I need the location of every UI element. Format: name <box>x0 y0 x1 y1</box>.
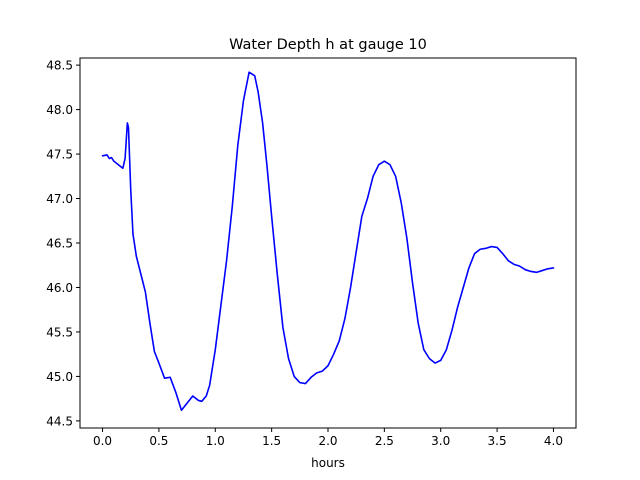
y-tick-label: 46.0 <box>46 281 73 295</box>
y-tick-label: 45.5 <box>46 325 73 339</box>
x-tick-label: 2.0 <box>318 434 337 448</box>
y-tick-label: 48.5 <box>46 59 73 73</box>
y-tick-label: 44.5 <box>46 414 73 428</box>
y-tick-label: 47.5 <box>46 148 73 162</box>
plot-area: 0.0 0.5 1.0 1.5 2.0 2.5 3.0 3.5 4.0 44.5 45.0 45.5 4… <box>46 57 577 448</box>
plot-frame <box>79 57 577 429</box>
x-axis-label: hours <box>311 456 345 470</box>
x-tick-label: 3.5 <box>488 434 507 448</box>
series-line-0 <box>101 71 555 412</box>
x-tick-label: 4.0 <box>544 434 563 448</box>
y-tick-label: 48.0 <box>46 103 73 117</box>
y-tick-label: 46.5 <box>46 237 73 251</box>
x-tick-label: 1.0 <box>206 434 225 448</box>
x-tick-label: 0.5 <box>149 434 168 448</box>
x-tick-label: 0.0 <box>93 434 112 448</box>
x-tick-label: 2.5 <box>375 434 394 448</box>
chart-title: Water Depth h at gauge 10 <box>229 37 427 53</box>
x-tick-label: 1.5 <box>262 434 281 448</box>
y-tick-label: 45.0 <box>46 370 73 384</box>
x-tick-label: 3.0 <box>431 434 450 448</box>
y-tick-label: 47.0 <box>46 192 73 206</box>
